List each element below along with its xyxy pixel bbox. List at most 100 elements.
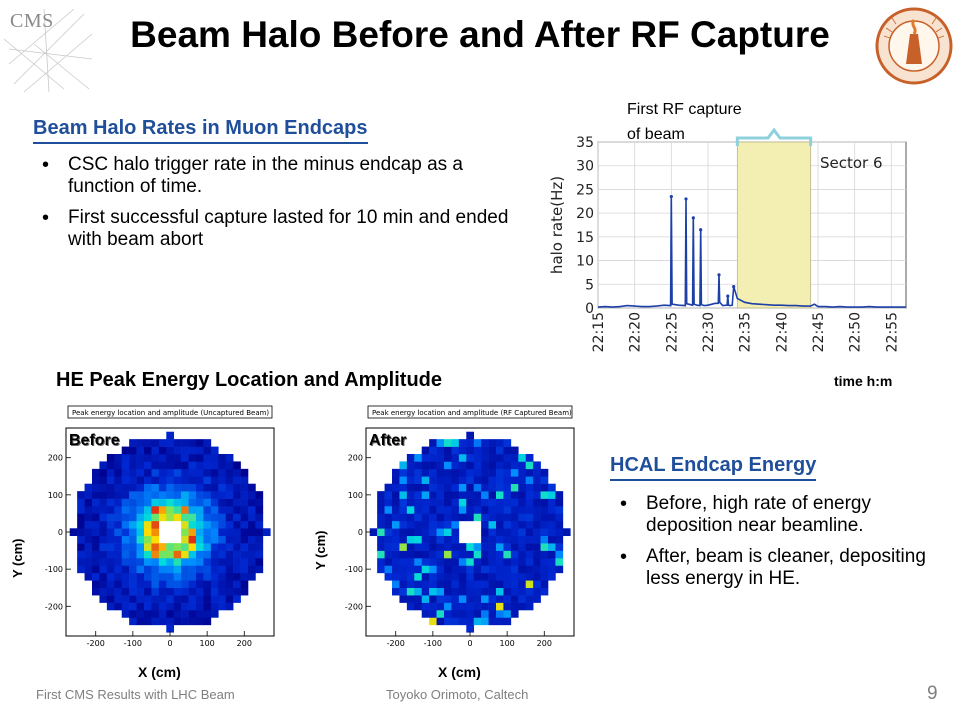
heatmap-cell (429, 580, 437, 589)
heatmap-cell (496, 558, 504, 566)
heatmap-cell (451, 468, 460, 477)
heatmap-cell (473, 439, 482, 447)
heatmap-cell (481, 572, 489, 581)
heatmap-cell (451, 587, 460, 596)
heatmap-cell (188, 506, 197, 514)
heatmap-cell (114, 565, 123, 574)
heatmap-cell (210, 550, 219, 559)
heatmap-cell (496, 550, 504, 559)
heatmap-cell (255, 498, 264, 507)
heatmap-cell (188, 528, 197, 537)
heatmap-cell (518, 520, 527, 529)
heatmap-cell (451, 595, 460, 603)
heatmap-cell (158, 595, 167, 603)
heatmap-cell (196, 513, 204, 522)
heatmap-cell (173, 506, 182, 514)
heatmap-cell (406, 580, 415, 589)
heatmap-cell (248, 535, 256, 544)
heatmap-cell (384, 565, 393, 574)
heatmap-cell (92, 513, 100, 522)
heatmap-cell (121, 454, 130, 462)
heatmap-cell (151, 491, 160, 499)
panel-label-shadow: Before (70, 433, 121, 450)
heatmap-cell (84, 491, 93, 499)
heatmap-cell (451, 461, 460, 470)
heatmap-cell (503, 461, 512, 470)
heatmap-cell (525, 535, 534, 544)
heatmap-cell (436, 572, 445, 581)
heatmap-cell (129, 476, 137, 485)
heatmap-cell (240, 587, 249, 596)
heatmap-cell (488, 558, 497, 566)
heatmap-cell (99, 572, 108, 581)
heatmap-cell (181, 491, 189, 499)
heatmap-cell (555, 558, 564, 566)
heatmap-cell (136, 506, 145, 514)
heatmap-cell (136, 446, 145, 455)
heatmap-cell (392, 506, 400, 514)
heatmap-cell (99, 513, 108, 522)
heatmap-cell (69, 528, 78, 537)
heatmap-cell (99, 595, 108, 603)
heatmap-cell (525, 558, 534, 566)
heatmap-cell (436, 468, 445, 477)
heatmap-cell (218, 565, 227, 574)
heatmap-cell (144, 468, 152, 477)
capture-bracket (735, 127, 813, 146)
heatmap-cell (429, 543, 437, 551)
heatmap-cell (173, 565, 182, 574)
heatmap-cell (218, 461, 227, 470)
heatmap-cell (503, 610, 512, 618)
heatmap-cell (144, 476, 152, 485)
heatmap-cell (225, 565, 234, 574)
heatmap-cell (218, 558, 227, 566)
heatmap-cell (99, 550, 108, 559)
heatmap-cell (166, 610, 175, 618)
heatmap-cell (496, 617, 504, 626)
heatmap-cell (181, 587, 189, 596)
heatmap-cell (106, 535, 115, 544)
heatmap-cell (473, 468, 482, 477)
heatmap-cell (488, 587, 497, 596)
heatmap-cell (510, 446, 519, 455)
heatmap-cell (444, 461, 452, 470)
heatmap-cell (129, 587, 137, 596)
before-energy-map: Peak energy location and amplitude (Unca… (42, 404, 280, 664)
heatmap-cell (181, 565, 189, 574)
heatmap-cell (406, 476, 415, 485)
data-point (732, 285, 736, 289)
heatmap-cell (548, 543, 556, 551)
heatmap-cell (488, 550, 497, 559)
heatmap-cell (248, 483, 256, 492)
heatmap-cell (518, 565, 527, 574)
heatmap-cell (399, 528, 408, 537)
heatmap-cell (99, 491, 108, 499)
heatmap-cell (496, 610, 504, 618)
heatmap-cell (458, 543, 467, 551)
heatmap-cell (444, 595, 452, 603)
heatmap-cell (181, 454, 189, 462)
heatmap-cell (458, 550, 467, 559)
heatmap-cell (106, 454, 115, 462)
heatmap-cell (503, 558, 512, 566)
heatmap-cell (218, 580, 227, 589)
heatmap-cell (151, 595, 160, 603)
heatmap-cell (562, 528, 571, 537)
heatmap-cell (210, 498, 219, 507)
heatmap-cell (421, 558, 430, 566)
plot-title: Peak energy location and amplitude (RF C… (372, 409, 572, 417)
heatmap-cell (129, 572, 137, 581)
y-tick-label: 20 (576, 206, 594, 222)
heatmap-cell (555, 565, 564, 574)
heatmap-cell (129, 543, 137, 551)
heatmap-cell (144, 454, 152, 462)
heatmap-cell (114, 535, 123, 544)
heatmap-cell (458, 595, 467, 603)
heatmap-cell (503, 528, 512, 537)
heatmap-cell (414, 543, 423, 551)
heatmap-cell (225, 454, 234, 462)
heatmap-cell (173, 454, 182, 462)
heatmap-cell (151, 483, 160, 492)
heatmap-cell (129, 558, 137, 566)
heatmap-cell (406, 595, 415, 603)
